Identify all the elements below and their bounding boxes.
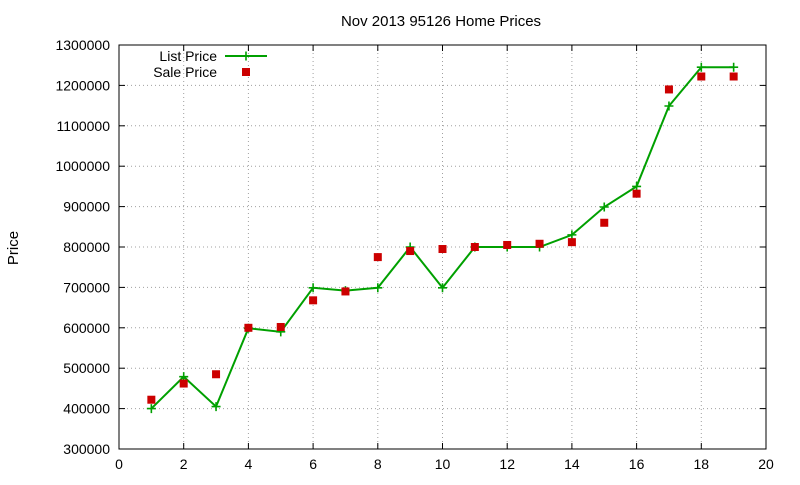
list-price-point <box>373 283 383 293</box>
y-tick-label: 300000 <box>63 441 110 457</box>
sale-price-point <box>147 395 156 404</box>
list-price-point <box>664 101 674 111</box>
sale-price-point <box>600 218 609 227</box>
legend-label-sale-price: Sale Price <box>153 64 217 80</box>
sale-price-point <box>244 323 253 332</box>
x-tick-label: 20 <box>758 456 774 472</box>
sale-price-point <box>503 240 512 249</box>
sale-price-point <box>697 72 706 81</box>
y-tick-label: 1300000 <box>55 37 110 53</box>
x-tick-label: 2 <box>180 456 188 472</box>
sale-price-point <box>179 379 188 388</box>
plot-series <box>146 62 739 414</box>
x-tick-label: 6 <box>309 456 317 472</box>
sale-price-point <box>212 370 221 379</box>
list-price-point <box>696 62 706 72</box>
y-tick-label: 1200000 <box>55 77 110 93</box>
legend-label-list-price: List Price <box>159 48 217 64</box>
list-price-point <box>632 181 642 191</box>
y-tick-label: 1000000 <box>55 158 110 174</box>
sale-price-point <box>341 287 350 296</box>
list-price-point <box>308 283 318 293</box>
x-tick-label: 10 <box>435 456 451 472</box>
sale-price-point <box>567 238 576 247</box>
sale-price-point <box>438 245 447 254</box>
x-tick-label: 0 <box>115 456 123 472</box>
sale-price-point <box>276 322 285 331</box>
y-tick-label: 500000 <box>63 360 110 376</box>
sale-price-point <box>406 247 415 256</box>
list-price-point <box>567 230 577 240</box>
sale-price-point <box>470 243 479 251</box>
y-tick-label: 400000 <box>63 401 110 417</box>
sale-price-point <box>535 239 544 248</box>
sale-price-point <box>729 72 738 81</box>
sale-price-point <box>309 296 318 305</box>
sale-price-point <box>632 189 641 198</box>
y-tick-label: 800000 <box>63 239 110 255</box>
list-price-point <box>729 62 739 72</box>
list-price-point <box>146 404 156 414</box>
y-axis-label: Price <box>5 231 22 265</box>
x-tick-label: 16 <box>629 456 645 472</box>
list-price-point <box>438 283 447 293</box>
x-tick-label: 12 <box>499 456 515 472</box>
series-sale-price <box>147 72 738 404</box>
x-tick-label: 14 <box>564 456 580 472</box>
y-tick-label: 600000 <box>63 320 110 336</box>
y-tick-label: 700000 <box>63 279 110 295</box>
chart-title: Nov 2013 95126 Home Prices <box>341 13 541 30</box>
legend-marker-sale-price <box>242 68 250 76</box>
x-tick-label: 18 <box>694 456 710 472</box>
y-tick-label: 900000 <box>63 199 110 215</box>
sale-price-point <box>373 253 382 262</box>
x-tick-label: 4 <box>245 456 253 472</box>
sale-price-point <box>664 85 673 94</box>
y-tick-label: 1100000 <box>57 118 111 134</box>
x-tick-label: 8 <box>374 456 382 472</box>
axes: 0 2 4 6 8 10 12 14 16 18 20 300000 400000 500000 60000… <box>55 37 774 472</box>
legend-marker-list-price <box>241 51 251 61</box>
list-price-point <box>211 402 221 412</box>
list-price-point <box>599 202 609 212</box>
